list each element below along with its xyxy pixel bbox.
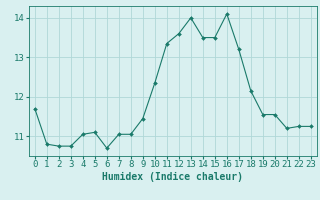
X-axis label: Humidex (Indice chaleur): Humidex (Indice chaleur) [102, 172, 243, 182]
